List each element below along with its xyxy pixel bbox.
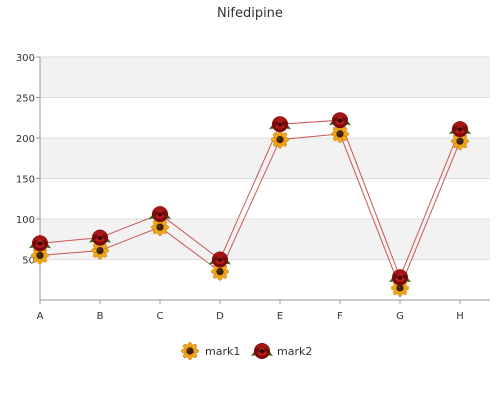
- y-axis-ticks: 50 100 150 200 250 300: [16, 53, 40, 267]
- y-tick-label: 300: [16, 53, 35, 64]
- legend-label: mark2: [277, 345, 312, 358]
- x-tick-label: B: [97, 311, 104, 322]
- x-axis-ticks: A B C D E F G H: [37, 300, 464, 322]
- legend-label: mark1: [205, 345, 240, 358]
- y-tick-label: 250: [16, 94, 35, 105]
- series-line-mark2: [39, 119, 461, 279]
- x-tick-label: C: [157, 311, 164, 322]
- mark2-point: [328, 111, 352, 129]
- y-tick-label: 100: [16, 215, 35, 226]
- mark2-point: [388, 268, 412, 286]
- x-tick-label: D: [216, 311, 224, 322]
- x-tick-label: F: [337, 311, 343, 322]
- y-tick-label: 200: [16, 134, 35, 145]
- x-tick-label: G: [396, 311, 404, 322]
- x-tick-label: E: [277, 311, 283, 322]
- legend: mark1 mark2: [180, 341, 312, 361]
- rose-icon: [250, 342, 274, 360]
- chart-title: Nifedipine: [217, 6, 283, 21]
- y-tick-label: 50: [22, 256, 35, 267]
- sunflower-icon: [180, 341, 200, 361]
- grid-band: [40, 57, 490, 98]
- series-lines: [39, 119, 461, 290]
- grid-lines: [40, 56, 490, 260]
- series-line-mark1: [39, 133, 461, 290]
- x-tick-label: H: [456, 311, 464, 322]
- mark2-point: [268, 115, 292, 133]
- x-tick-label: A: [37, 311, 44, 322]
- mark2-point: [448, 120, 472, 138]
- mark1-point: [270, 130, 290, 149]
- y-tick-label: 150: [16, 175, 35, 186]
